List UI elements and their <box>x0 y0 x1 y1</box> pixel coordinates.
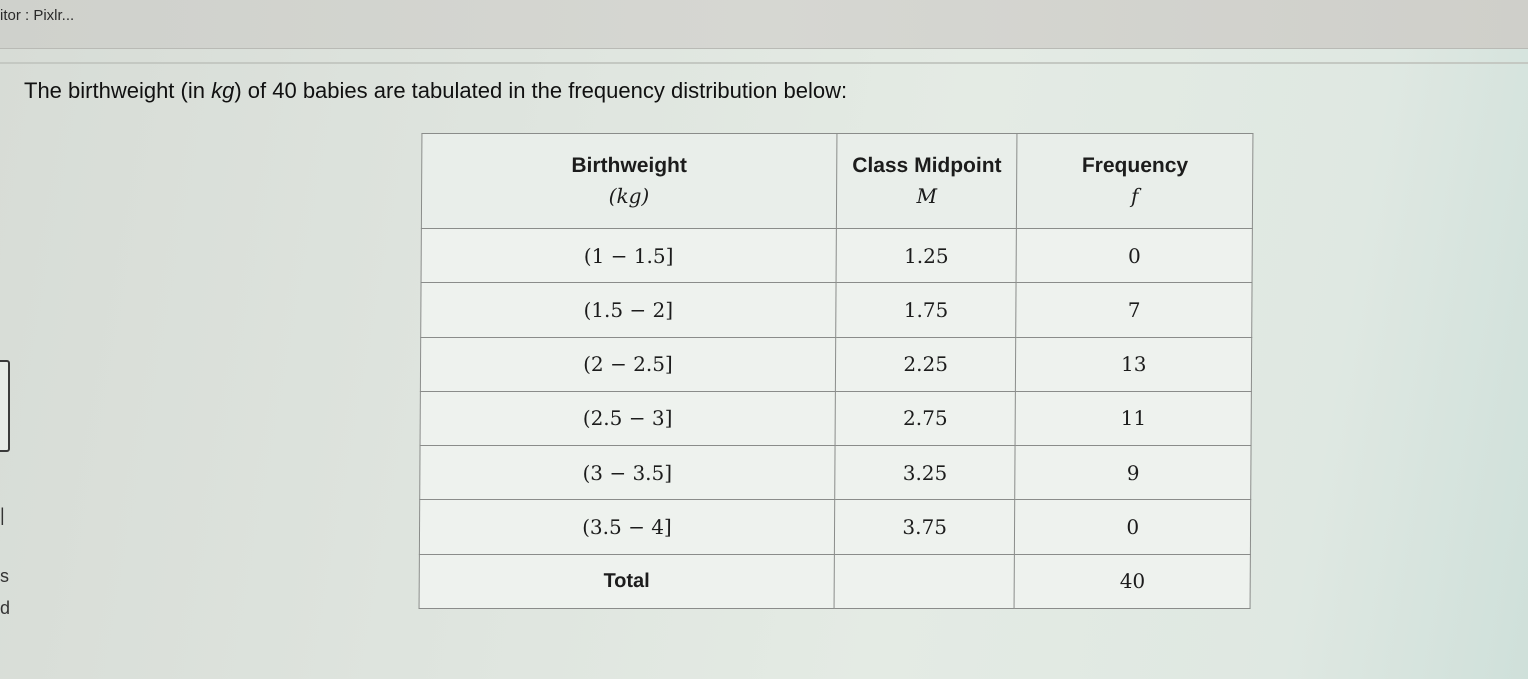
midpoint-cell: 1.25 <box>835 228 1017 283</box>
window-title[interactable]: itor : Pixlr... <box>0 7 75 24</box>
midpoint-cell: 3.25 <box>834 445 1016 500</box>
question-before: The birthweight (in <box>24 78 212 103</box>
question-after: ) of 40 babies are tabulated in the freq… <box>234 78 848 103</box>
interval-cell: (2 − 2.5] <box>420 337 836 392</box>
total-label: Total <box>419 554 835 609</box>
header-label: Frequency <box>1081 154 1189 177</box>
frequency-table: Birthweight (kg) Class Midpoint M Freque… <box>418 133 1254 609</box>
question-text: The birthweight (in kg) of 40 babies are… <box>24 78 847 104</box>
midpoint-cell: 1.75 <box>835 282 1017 338</box>
midpoint-cell: 2.25 <box>835 337 1017 392</box>
question-unit: kg <box>211 78 235 103</box>
left-edge-panel[interactable] <box>0 360 10 452</box>
interval-cell: (1 − 1.5] <box>421 228 837 283</box>
interval-cell: (3 − 3.5] <box>419 445 835 500</box>
table-row: (3.5 − 4] 3.75 0 <box>419 499 1251 555</box>
total-row: Total 40 <box>419 554 1251 609</box>
total-frequency-cell: 40 <box>1014 554 1251 609</box>
frequency-cell: 11 <box>1015 391 1252 446</box>
frequency-cell: 13 <box>1015 337 1252 392</box>
interval-cell: (1.5 − 2] <box>420 282 836 338</box>
header-frequency: Frequency f <box>1016 133 1253 229</box>
frequency-cell: 9 <box>1015 445 1252 500</box>
midpoint-cell: 2.75 <box>834 391 1016 446</box>
header-label: Class Midpoint <box>852 154 1002 177</box>
header-midpoint: Class Midpoint M <box>836 133 1018 229</box>
interval-cell: (2.5 − 3] <box>420 391 836 446</box>
header-label: Birthweight <box>571 154 687 177</box>
browser-tab-bar: itor : Pixlr... <box>0 0 1528 49</box>
header-birthweight: Birthweight (kg) <box>421 133 837 229</box>
header-sub: M <box>916 184 938 208</box>
table-row: (3 − 3.5] 3.25 9 <box>419 445 1252 500</box>
midpoint-cell: 3.75 <box>834 499 1016 555</box>
table-row: (1 − 1.5] 1.25 0 <box>421 228 1253 283</box>
frequency-cell: 7 <box>1016 282 1253 338</box>
table-row: (1.5 − 2] 1.75 7 <box>420 282 1253 338</box>
edge-mark-3: d <box>0 598 11 618</box>
total-midpoint-cell <box>833 554 1015 609</box>
table-row: (2.5 − 3] 2.75 11 <box>420 391 1252 446</box>
divider <box>0 62 1528 64</box>
edge-mark-1: | <box>0 505 5 525</box>
header-sub: (kg) <box>608 184 650 208</box>
table-row: (2 − 2.5] 2.25 13 <box>420 337 1252 392</box>
header-sub: f <box>1131 184 1139 208</box>
interval-cell: (3.5 − 4] <box>419 499 835 555</box>
frequency-cell: 0 <box>1016 228 1253 283</box>
edge-mark-2: s <box>0 566 9 586</box>
frequency-cell: 0 <box>1014 499 1251 555</box>
table-header-row: Birthweight (kg) Class Midpoint M Freque… <box>421 133 1253 229</box>
